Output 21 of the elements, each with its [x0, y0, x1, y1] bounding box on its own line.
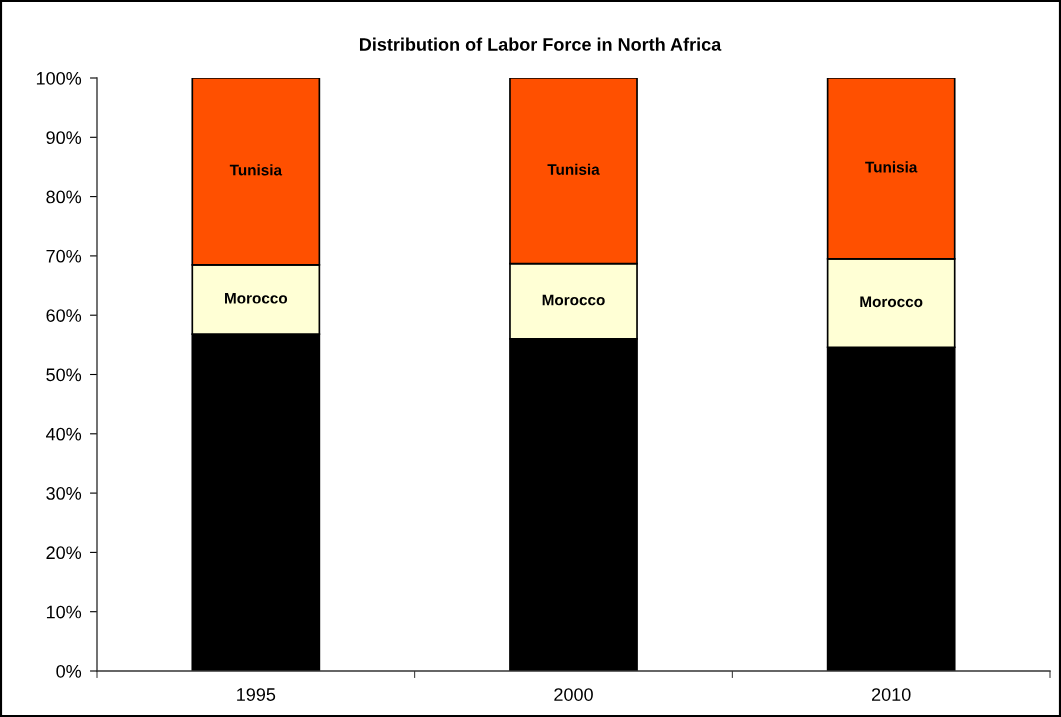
chart-title: Distribution of Labor Force in North Africa	[360, 37, 722, 51]
y-tick-label: 50%	[46, 368, 82, 382]
y-tick-label: 20%	[46, 546, 82, 560]
y-tick-label: 100%	[36, 71, 82, 85]
series-label: Tunisia	[547, 163, 600, 175]
text: Tunisia	[229, 164, 283, 176]
y-tick-label: 80%	[46, 190, 82, 204]
text: Tunisia	[865, 161, 918, 173]
x-tick-label: 2010	[871, 688, 911, 701]
text: Morocco	[860, 296, 923, 308]
x-tick-label: 1995	[237, 688, 276, 701]
text: Morocco	[542, 294, 605, 306]
y-tick-label: 60%	[46, 309, 82, 322]
y-tick-label: 10%	[46, 605, 82, 619]
series-label: Morocco	[225, 292, 288, 304]
x-tick-label: 2000	[554, 688, 593, 701]
y-tick-label: 90%	[46, 131, 82, 145]
y-tick-label: 30%	[46, 487, 82, 500]
y-tick-label: 70%	[46, 249, 82, 263]
y-tick-label: 40%	[46, 427, 82, 441]
y-tick-label: 0%	[56, 664, 82, 678]
